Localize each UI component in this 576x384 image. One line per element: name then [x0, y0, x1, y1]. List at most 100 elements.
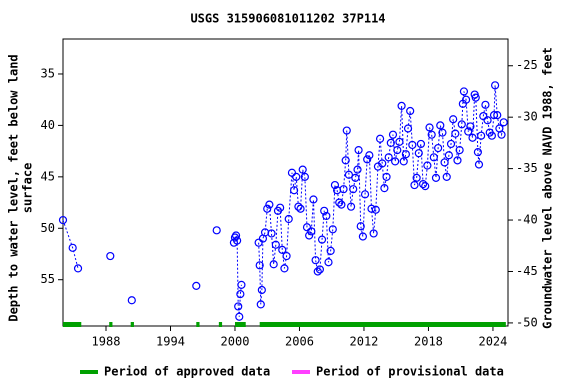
data-point [442, 172, 451, 181]
data-point [73, 264, 83, 273]
data-point [356, 222, 365, 231]
data-point [425, 123, 434, 132]
x-tick-label: 1988 [92, 335, 121, 349]
x-tick-label: 2006 [285, 335, 314, 349]
data-point [127, 296, 136, 305]
data-point [421, 182, 430, 191]
approved-period [109, 322, 113, 327]
data-point [423, 161, 432, 170]
data-point [429, 153, 438, 162]
plot-frame [62, 38, 509, 327]
data-point [351, 173, 360, 182]
data-point [265, 200, 274, 209]
data-point [375, 134, 385, 143]
data-point [436, 121, 445, 130]
data-point [397, 101, 406, 110]
data-point [341, 156, 350, 165]
approved-period [218, 322, 223, 327]
data-point [371, 205, 380, 214]
data-point [410, 180, 419, 190]
data-point [320, 206, 329, 215]
data-point [311, 256, 320, 265]
y-tick-label: 35 [41, 66, 55, 80]
data-point [479, 112, 488, 121]
data-point [278, 245, 287, 254]
data-point [344, 170, 354, 179]
y2-tick-label: -25 [516, 58, 538, 72]
data-point [474, 160, 484, 169]
data-point [461, 95, 471, 104]
data-point [276, 203, 285, 212]
data-point [192, 281, 201, 290]
y2-tick-label: -45 [516, 264, 538, 278]
data-point [212, 226, 221, 235]
x-tick-label: 2018 [414, 335, 443, 349]
data-point [489, 111, 499, 120]
data-point [449, 115, 458, 124]
data-point [315, 265, 324, 274]
data-point [391, 157, 400, 166]
data-point [346, 202, 356, 211]
data-point [322, 211, 331, 221]
data-point [267, 229, 276, 238]
data-point [431, 173, 441, 182]
y-axis-label: surface [21, 163, 35, 214]
data-point [487, 131, 496, 140]
data-point [330, 180, 340, 190]
data-point [296, 204, 305, 213]
data-point [254, 238, 263, 247]
data-point [282, 251, 291, 261]
y2-tick-label: -30 [516, 110, 538, 124]
data-point [263, 204, 272, 213]
data-point [455, 145, 464, 155]
data-point [236, 290, 245, 299]
data-point [393, 145, 402, 155]
approved-period [63, 322, 82, 327]
data-point [399, 157, 408, 166]
data-point [269, 260, 278, 269]
data-point [235, 312, 244, 321]
data-point [459, 87, 469, 96]
y-axis-label: Depth to water level, feet below land [7, 54, 21, 321]
x-tick-label: 2000 [221, 335, 250, 349]
data-point [444, 151, 453, 160]
data-point [342, 126, 351, 135]
data-point [309, 195, 318, 204]
data-point [380, 184, 389, 193]
data-point [106, 251, 115, 261]
data-point [438, 128, 447, 137]
data-point [483, 116, 492, 125]
x-tick-label: 2012 [350, 335, 379, 349]
data-point [292, 172, 301, 181]
data-point [493, 111, 502, 120]
data-point [365, 151, 374, 160]
data-point [408, 140, 417, 150]
data-point [68, 243, 77, 252]
data-point [339, 185, 348, 194]
data-point [234, 302, 243, 311]
data-point [307, 227, 316, 236]
data-point [256, 300, 265, 309]
y-tick-label: 40 [41, 118, 55, 132]
data-point [367, 204, 376, 213]
data-point [446, 139, 456, 149]
data-point [451, 129, 460, 138]
data-point [324, 258, 333, 267]
y2-tick-label: -40 [516, 213, 538, 227]
data-point [403, 124, 413, 133]
data-point [328, 225, 337, 234]
data-point [414, 149, 423, 158]
data-point [406, 106, 415, 116]
data-point [294, 202, 303, 211]
data-point [360, 190, 370, 199]
approved-period [234, 322, 246, 327]
data-point [395, 137, 404, 146]
data-point [280, 264, 289, 273]
data-point [302, 223, 312, 232]
data-point [453, 156, 462, 165]
data-point [382, 172, 391, 181]
y2-tick-label: -50 [516, 315, 538, 329]
data-point [466, 122, 475, 131]
data-point [326, 246, 335, 256]
